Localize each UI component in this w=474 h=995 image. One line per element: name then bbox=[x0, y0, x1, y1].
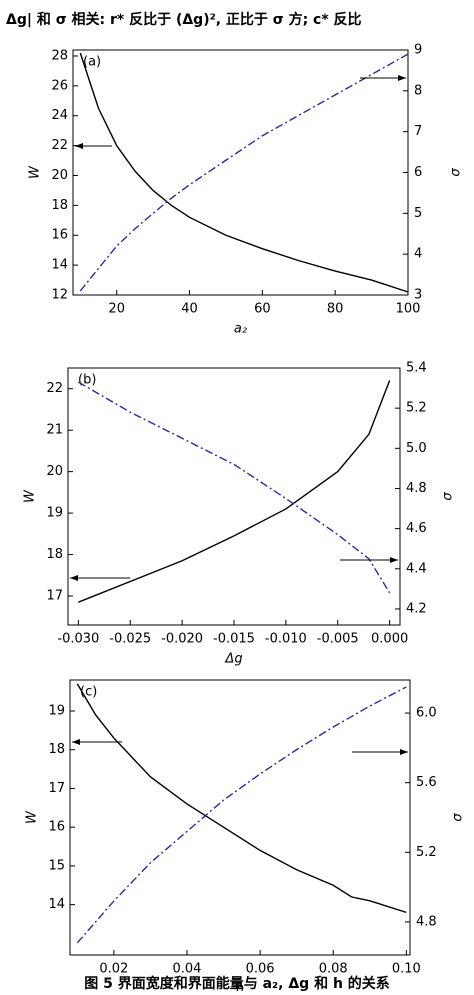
y2-tick-label: 3 bbox=[414, 288, 422, 303]
x-tick-label: -0.030 bbox=[57, 632, 99, 647]
y-tick-label: 19 bbox=[46, 506, 63, 521]
y2-tick-label: 4.2 bbox=[406, 601, 427, 616]
x-tick-label: 60 bbox=[254, 302, 271, 317]
x-tick-label: 0.10 bbox=[392, 962, 421, 977]
y2-tick-label: 5.0 bbox=[406, 441, 427, 456]
caption: 图 5 界面宽度和界面能量与 a₂, Δg 和 h 的关系 bbox=[84, 975, 390, 991]
y-tick-label: 14 bbox=[51, 258, 68, 273]
y-tick-label: 21 bbox=[46, 423, 63, 438]
y-tick-label: 14 bbox=[48, 897, 65, 912]
y-tick-label: 20 bbox=[51, 168, 68, 183]
y-tick-label: 16 bbox=[48, 820, 65, 835]
y2-tick-label: 4.6 bbox=[406, 521, 427, 536]
y2-tick-label: 5.6 bbox=[416, 775, 437, 790]
y-tick-label: 20 bbox=[46, 464, 63, 479]
x-tick-label: 20 bbox=[108, 302, 125, 317]
y2-tick-label: 4.4 bbox=[406, 561, 427, 576]
x-tick-label: -0.010 bbox=[265, 632, 307, 647]
x-tick-label: 100 bbox=[396, 302, 421, 317]
y-tick-label: 18 bbox=[48, 742, 65, 757]
plot-frame bbox=[69, 679, 411, 956]
x-tick-label: 80 bbox=[327, 302, 344, 317]
x-tick-label: 0.000 bbox=[371, 632, 408, 647]
series-line bbox=[78, 380, 391, 603]
y-tick-label: 17 bbox=[46, 588, 63, 603]
y-tick-label: 22 bbox=[51, 138, 68, 153]
x-tick-label: -0.015 bbox=[213, 632, 255, 647]
y2-tick-label: 4.8 bbox=[406, 481, 427, 496]
series-line bbox=[79, 52, 409, 293]
y-tick-label: 18 bbox=[51, 198, 68, 213]
y-tick-label: 15 bbox=[48, 858, 65, 873]
x-tick-label: 0.06 bbox=[246, 962, 275, 977]
y-tick-label: 19 bbox=[48, 703, 65, 718]
y2-tick-label: 4.8 bbox=[416, 914, 437, 929]
y2-axis-label: σ bbox=[451, 813, 466, 822]
y-tick-label: 22 bbox=[46, 381, 63, 396]
x-tick-label: -0.005 bbox=[317, 632, 359, 647]
y2-tick-label: 6 bbox=[414, 165, 422, 180]
y-tick-label: 12 bbox=[51, 288, 68, 303]
series-line bbox=[76, 683, 407, 914]
x-tick-label: -0.020 bbox=[161, 632, 203, 647]
plot-frame bbox=[72, 49, 409, 296]
y-axis-label: W bbox=[23, 489, 38, 503]
x-tick-label: 0.02 bbox=[99, 962, 128, 977]
y-axis-label: W bbox=[28, 165, 43, 179]
panel-label: (a) bbox=[83, 55, 101, 70]
y-tick-label: 18 bbox=[46, 547, 63, 562]
y2-tick-label: 5.2 bbox=[416, 845, 437, 860]
y2-tick-label: 5.2 bbox=[406, 401, 427, 416]
y2-axis-label: σ bbox=[449, 168, 464, 177]
y-tick-label: 17 bbox=[48, 781, 65, 796]
x-tick-label: 0.08 bbox=[319, 962, 348, 977]
x-tick-label: 40 bbox=[181, 302, 198, 317]
x-tick-label: -0.025 bbox=[109, 632, 151, 647]
y2-axis-label: σ bbox=[441, 492, 456, 501]
x-tick-label: 0.04 bbox=[173, 962, 202, 977]
y2-tick-label: 7 bbox=[414, 124, 422, 139]
series-line bbox=[78, 381, 391, 594]
x-axis-label: Δg bbox=[224, 652, 242, 667]
y-axis-label: W bbox=[25, 810, 40, 824]
y2-tick-label: 9 bbox=[414, 43, 422, 58]
y2-tick-label: 8 bbox=[414, 83, 422, 98]
y-tick-label: 26 bbox=[51, 78, 68, 93]
y-tick-label: 16 bbox=[51, 228, 68, 243]
header-text: Δg| 和 σ 相关: r* 反比于 (Δg)², 正比于 σ 方; c* 反比 bbox=[6, 11, 362, 28]
y2-tick-label: 5.4 bbox=[406, 361, 427, 376]
panel-label: (b) bbox=[78, 373, 96, 388]
series-line bbox=[79, 53, 409, 292]
series-line bbox=[76, 686, 407, 944]
x-axis-label: h bbox=[236, 982, 244, 992]
y-tick-label: 24 bbox=[51, 108, 68, 123]
y2-tick-label: 5 bbox=[414, 206, 422, 221]
x-axis-label: a₂ bbox=[234, 322, 247, 337]
y2-tick-label: 6.0 bbox=[416, 706, 437, 721]
y-tick-label: 28 bbox=[51, 48, 68, 63]
y2-tick-label: 4 bbox=[414, 247, 422, 262]
